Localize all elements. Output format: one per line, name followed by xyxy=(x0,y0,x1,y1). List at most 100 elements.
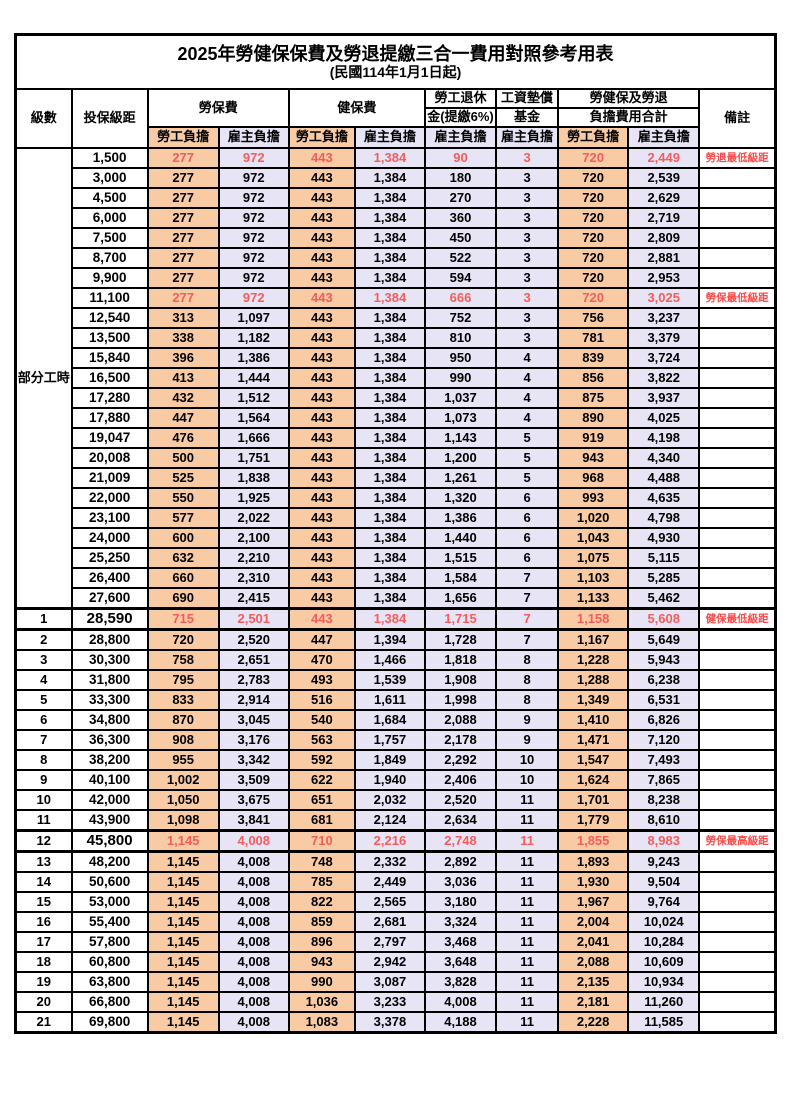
fee-comparison-table: 2025年勞健保保費及勞退提繳三合一費用對照參考用表 (民國114年1月1日起)… xyxy=(14,33,777,1034)
value-cell: 2,088 xyxy=(557,951,630,973)
value-cell: 1,751 xyxy=(217,447,290,469)
note-cell xyxy=(698,187,777,209)
table-row: 17,880 447 1,564 443 1,384 1,073 4 890 4,025 xyxy=(16,407,777,429)
table-row: 3 30,300 758 2,651 470 1,466 1,818 8 1,228 5,943 xyxy=(14,649,777,671)
value-cell: 908 xyxy=(146,729,220,751)
value-cell: 6 xyxy=(495,507,560,529)
value-cell: 277 xyxy=(146,287,220,309)
table-row: 15 53,000 1,145 4,008 822 2,565 3,180 11 1,967 9,… xyxy=(14,891,777,913)
value-cell: 277 xyxy=(146,267,220,289)
table-row: 19,047 476 1,666 443 1,384 1,143 5 919 4,198 xyxy=(16,427,777,449)
salary-cell: 24,000 xyxy=(70,527,149,549)
value-cell: 1,386 xyxy=(423,507,498,529)
note-cell: 勞保最低級距 xyxy=(698,287,777,309)
value-cell: 3,176 xyxy=(217,729,290,751)
value-cell: 2,032 xyxy=(353,789,426,811)
value-cell: 1,145 xyxy=(146,911,220,933)
salary-cell: 45,800 xyxy=(70,829,149,853)
table-row: 21,009 525 1,838 443 1,384 1,261 5 968 4,488 xyxy=(16,467,777,489)
value-cell: 758 xyxy=(146,649,220,671)
value-cell: 1,384 xyxy=(353,447,426,469)
value-cell: 1,930 xyxy=(557,871,630,893)
value-cell: 4 xyxy=(495,367,560,389)
value-cell: 470 xyxy=(287,649,356,671)
salary-cell: 43,900 xyxy=(70,809,149,832)
value-cell: 720 xyxy=(146,628,220,651)
value-cell: 1,320 xyxy=(423,487,498,509)
value-cell: 3 xyxy=(495,187,560,209)
value-cell: 2,004 xyxy=(557,911,630,933)
value-cell: 4,198 xyxy=(627,427,701,449)
level-cell: 20 xyxy=(14,991,73,1013)
level-cell: 3 xyxy=(14,649,73,671)
value-cell: 2,406 xyxy=(423,769,498,791)
value-cell: 1,037 xyxy=(423,387,498,409)
value-cell: 277 xyxy=(146,147,220,169)
table-row: 6,000 277 972 443 1,384 360 3 720 2,719 xyxy=(16,207,777,229)
value-cell: 972 xyxy=(217,147,290,169)
value-cell: 1,145 xyxy=(146,871,220,893)
table-row: 4 31,800 795 2,783 493 1,539 1,908 8 1,288 6,238 xyxy=(14,669,777,691)
note-cell xyxy=(698,951,777,973)
level-cell: 4 xyxy=(14,669,73,691)
value-cell: 1,384 xyxy=(353,527,426,549)
value-cell: 4 xyxy=(495,387,560,409)
note-cell xyxy=(698,567,777,589)
value-cell: 600 xyxy=(146,527,220,549)
page: 2025年勞健保保費及勞退提繳三合一費用對照參考用表 (民國114年1月1日起)… xyxy=(14,33,777,1034)
value-cell: 1,145 xyxy=(146,850,220,873)
value-cell: 2,135 xyxy=(557,971,630,993)
value-cell: 972 xyxy=(217,247,290,269)
level-cell: 14 xyxy=(14,871,73,893)
note-cell xyxy=(698,367,777,389)
value-cell: 3 xyxy=(495,247,560,269)
level-cell: 15 xyxy=(14,891,73,913)
note-cell xyxy=(698,407,777,429)
salary-cell: 20,008 xyxy=(70,447,149,469)
level-cell: 2 xyxy=(14,628,73,651)
value-cell: 2,100 xyxy=(217,527,290,549)
salary-cell: 40,100 xyxy=(70,769,149,791)
value-cell: 11 xyxy=(495,1011,560,1034)
value-cell: 1,656 xyxy=(423,587,498,610)
col-header-labor-fee: 勞保費 xyxy=(146,88,290,128)
salary-cell: 38,200 xyxy=(70,749,149,771)
salary-cell: 63,800 xyxy=(70,971,149,993)
value-cell: 720 xyxy=(557,187,630,209)
value-cell: 681 xyxy=(287,809,356,832)
value-cell: 11 xyxy=(495,931,560,953)
salary-cell: 21,009 xyxy=(70,467,149,489)
note-cell: 勞退最低級距 xyxy=(698,147,777,169)
value-cell: 8,610 xyxy=(627,809,701,832)
value-cell: 2,809 xyxy=(627,227,701,249)
value-cell: 1,564 xyxy=(217,407,290,429)
value-cell: 11 xyxy=(495,891,560,913)
value-cell: 5 xyxy=(495,447,560,469)
salary-cell: 30,300 xyxy=(70,649,149,671)
salary-cell: 19,047 xyxy=(70,427,149,449)
salary-cell: 69,800 xyxy=(70,1011,149,1034)
level-cell: 17 xyxy=(14,931,73,953)
value-cell: 870 xyxy=(146,709,220,731)
value-cell: 3,937 xyxy=(627,387,701,409)
note-cell xyxy=(698,507,777,529)
value-cell: 1,036 xyxy=(287,991,356,1013)
value-cell: 4,025 xyxy=(627,407,701,429)
value-cell: 11 xyxy=(495,911,560,933)
table-row: 2 28,800 720 2,520 447 1,394 1,728 7 1,167 5,649 xyxy=(14,628,777,651)
note-cell xyxy=(698,427,777,449)
value-cell: 443 xyxy=(287,307,356,329)
value-cell: 277 xyxy=(146,247,220,269)
value-cell: 1,967 xyxy=(557,891,630,913)
value-cell: 1,849 xyxy=(353,749,426,771)
note-cell xyxy=(698,387,777,409)
value-cell: 1,261 xyxy=(423,467,498,489)
value-cell: 493 xyxy=(287,669,356,691)
value-cell: 10,609 xyxy=(627,951,701,973)
value-cell: 651 xyxy=(287,789,356,811)
note-cell xyxy=(698,587,777,610)
value-cell: 1,384 xyxy=(353,227,426,249)
value-cell: 1,384 xyxy=(353,247,426,269)
value-cell: 2,310 xyxy=(217,567,290,589)
value-cell: 1,998 xyxy=(423,689,498,711)
